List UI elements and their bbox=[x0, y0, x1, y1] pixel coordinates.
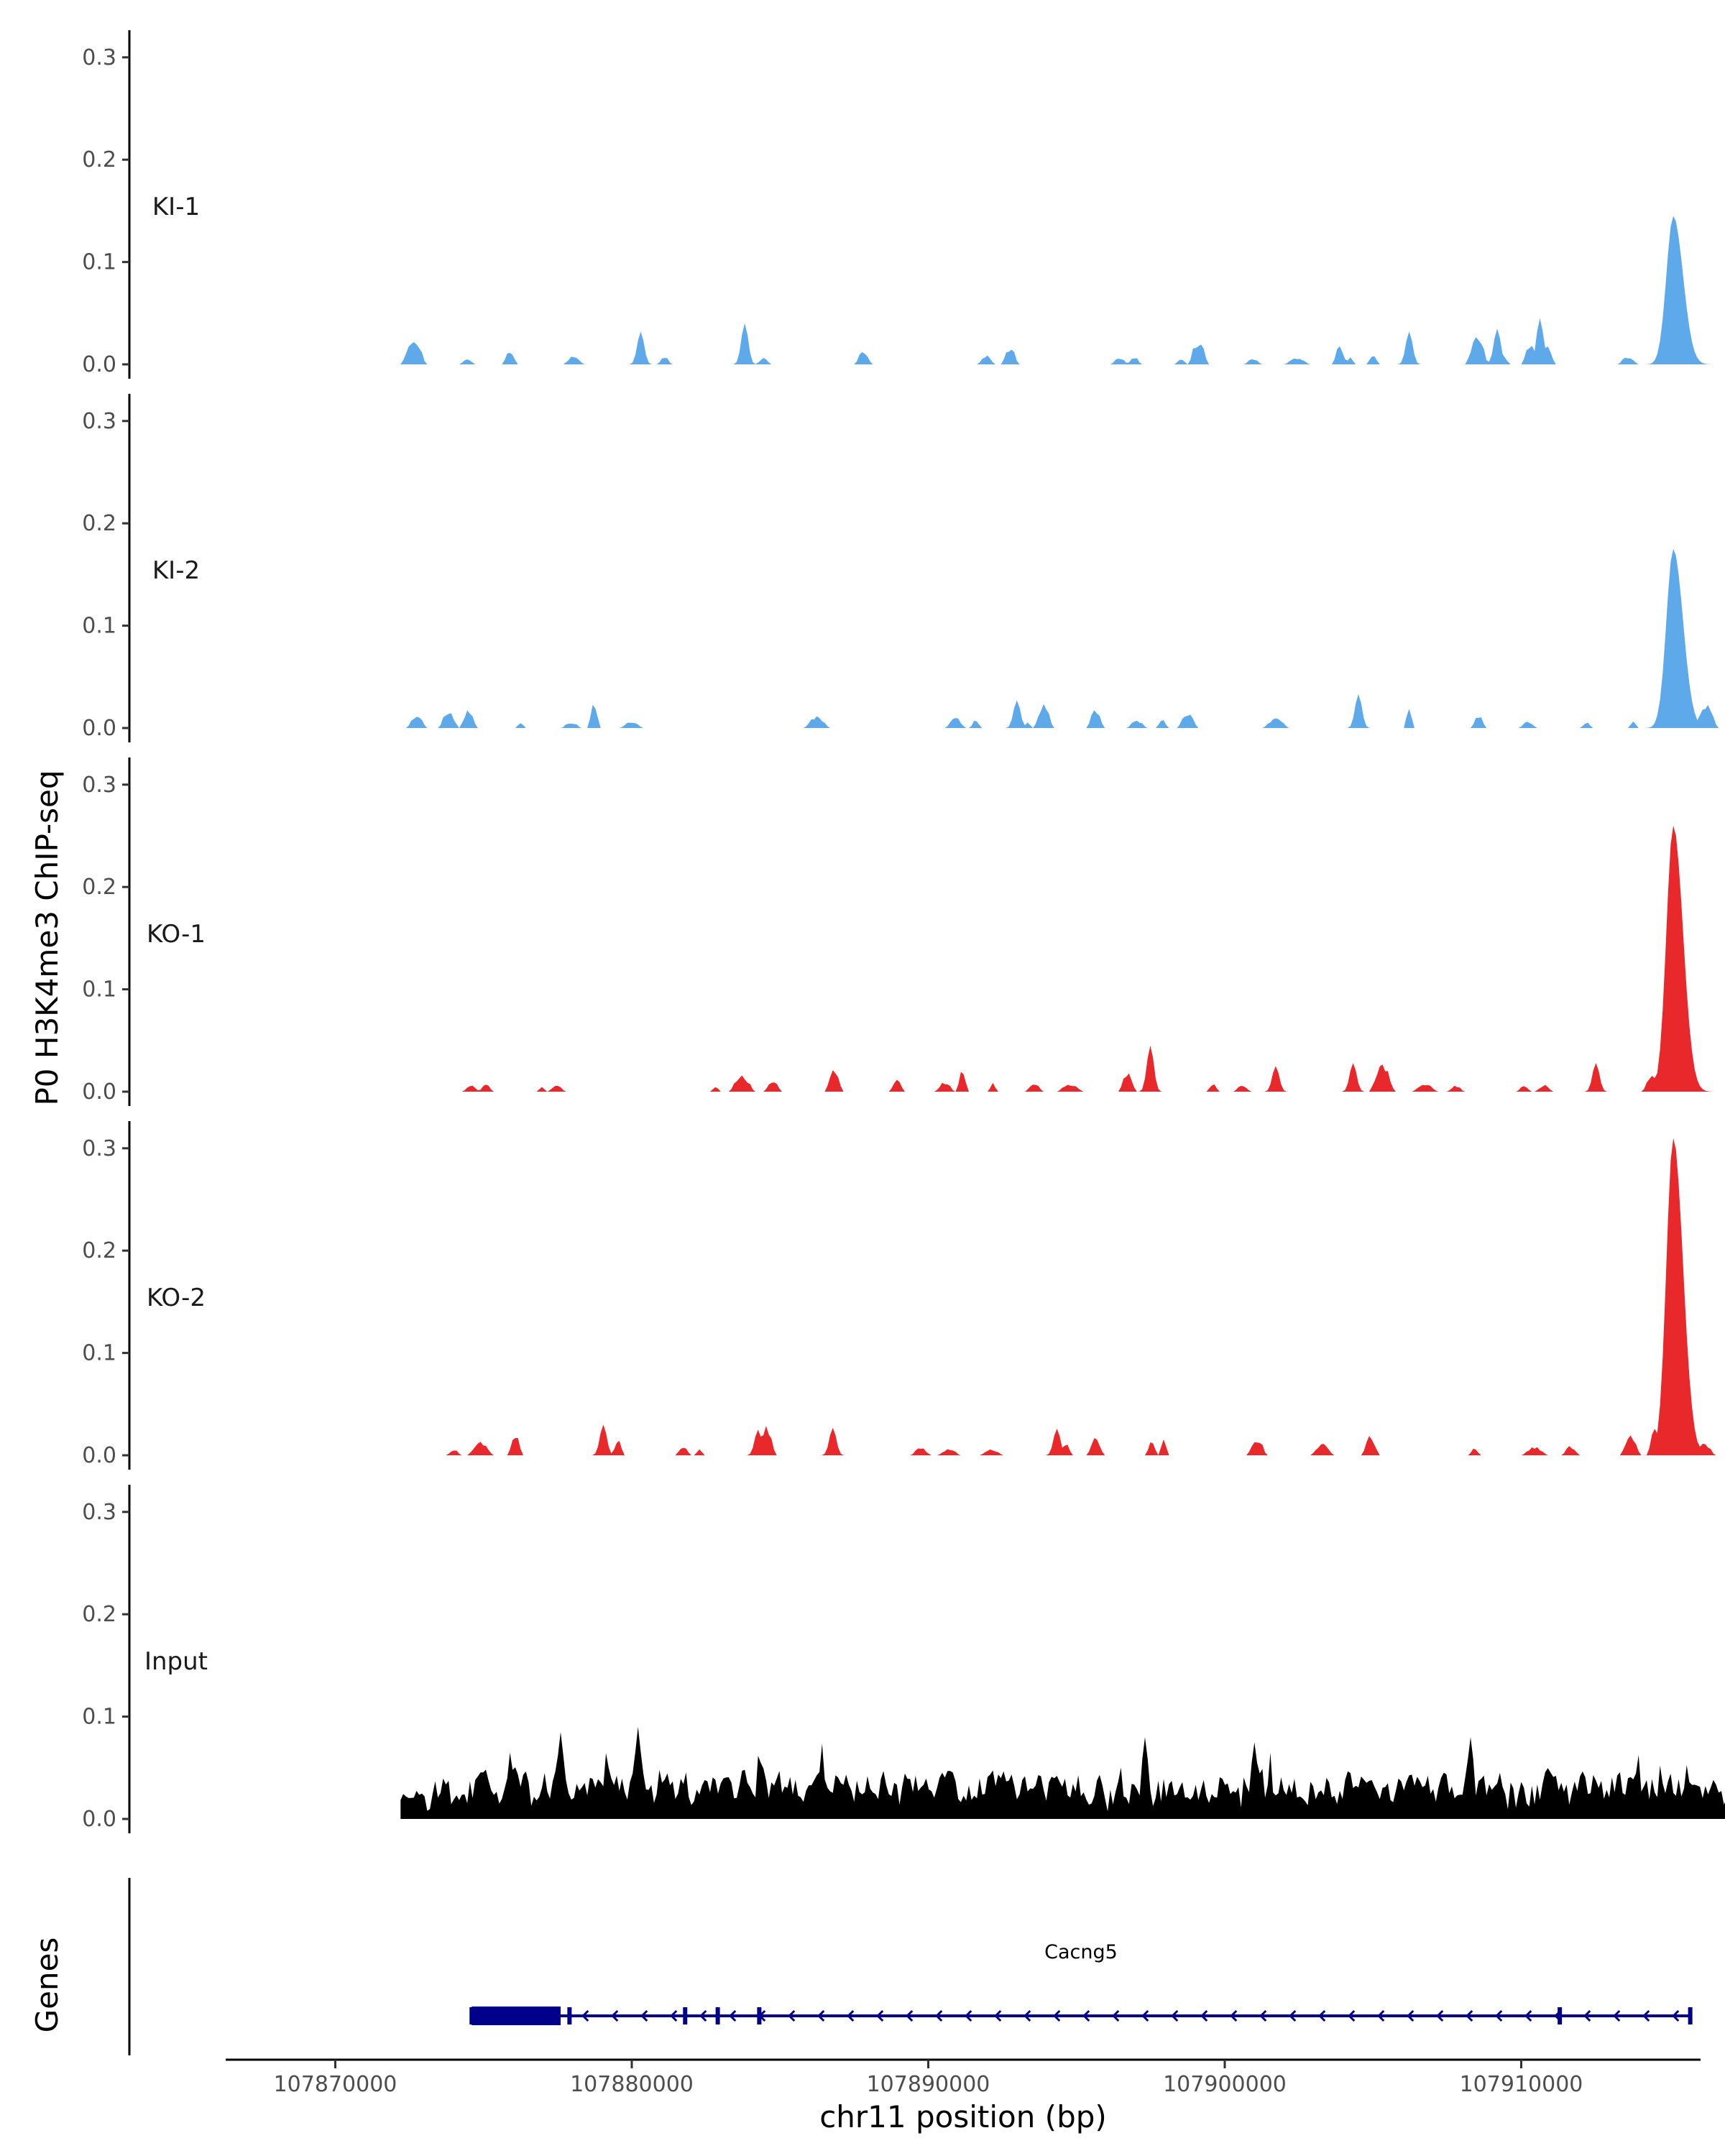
x-tick-label: 107890000 bbox=[867, 2072, 990, 2097]
strand-arrow bbox=[1141, 2009, 1149, 2022]
track-label: KI-1 bbox=[152, 193, 200, 221]
track-ki-1: 0.0 0.1 0.2 0.3 KI-1 bbox=[82, 30, 1725, 379]
strand-arrow bbox=[1613, 2009, 1621, 2022]
x-tick-label: 107910000 bbox=[1460, 2072, 1583, 2097]
strand-arrow bbox=[640, 2009, 648, 2022]
x-axis-title: chr11 position (bp) bbox=[819, 2099, 1107, 2134]
x-tick-label: 107880000 bbox=[570, 2072, 694, 2097]
y-tick-label: 0.2 bbox=[82, 875, 116, 900]
signal-tracks: 0.00.10.20.3KI-10.00.10.20.3KI-20.00.10.… bbox=[82, 30, 1725, 1833]
y-axis-title: P0 H3K4me3 ChIP-seq bbox=[29, 770, 65, 1105]
y-tick-label: 0.1 bbox=[82, 977, 116, 1003]
strand-arrow bbox=[1200, 2009, 1208, 2022]
strand-arrow bbox=[906, 2009, 914, 2022]
track-label: KO-1 bbox=[147, 920, 206, 949]
strand-arrow bbox=[1112, 2009, 1120, 2022]
strand-arrow bbox=[1053, 2009, 1061, 2022]
y-tick-label: 0.0 bbox=[82, 1443, 116, 1468]
track-ko-2: 0.0 0.1 0.2 0.3 KO-2 bbox=[82, 1121, 1725, 1470]
y-tick-label: 0.0 bbox=[82, 716, 116, 741]
strand-arrow bbox=[1259, 2009, 1267, 2022]
y-tick-label: 0.3 bbox=[82, 1500, 116, 1525]
gene-exon bbox=[472, 2007, 561, 2025]
signal-area bbox=[400, 1726, 1725, 1819]
strand-arrow bbox=[1554, 2009, 1562, 2022]
gene-name-label: Cacng5 bbox=[1044, 1941, 1118, 1963]
strand-arrow bbox=[699, 2009, 707, 2022]
gene-exon bbox=[567, 2007, 572, 2024]
strand-arrow bbox=[1495, 2009, 1503, 2022]
strand-arrow bbox=[788, 2009, 796, 2022]
strand-arrow bbox=[1466, 2009, 1473, 2022]
y-tick-label: 0.1 bbox=[82, 1705, 116, 1730]
signal-area bbox=[400, 825, 1725, 1092]
y-tick-label: 0.1 bbox=[82, 614, 116, 639]
y-tick-label: 0.1 bbox=[82, 250, 116, 275]
strand-arrow bbox=[1583, 2009, 1591, 2022]
gene-exon bbox=[715, 2007, 720, 2024]
x-tick-label: 107900000 bbox=[1163, 2072, 1287, 2097]
track-label: KO-2 bbox=[147, 1284, 206, 1312]
strand-arrow bbox=[1230, 2009, 1238, 2022]
strand-arrow bbox=[1024, 2009, 1031, 2022]
y-tick-label: 0.0 bbox=[82, 352, 116, 377]
y-tick-label: 0.2 bbox=[82, 147, 116, 172]
strand-arrow bbox=[1348, 2009, 1356, 2022]
strand-arrow bbox=[1642, 2009, 1650, 2022]
strand-arrow bbox=[611, 2009, 619, 2022]
strand-arrow bbox=[965, 2009, 972, 2022]
gene-exon bbox=[683, 2007, 688, 2024]
gene-exon bbox=[469, 2007, 474, 2024]
strand-arrow bbox=[1171, 2009, 1179, 2022]
y-tick-label: 0.2 bbox=[82, 1602, 116, 1627]
signal-area bbox=[400, 216, 1725, 364]
strand-arrow bbox=[847, 2009, 855, 2022]
signal-area bbox=[400, 1138, 1725, 1455]
y-tick-label: 0.2 bbox=[82, 1238, 116, 1263]
y-tick-label: 0.1 bbox=[82, 1341, 116, 1366]
strand-arrow bbox=[817, 2009, 825, 2022]
strand-arrow bbox=[1407, 2009, 1414, 2022]
gene-exon bbox=[1688, 2007, 1693, 2024]
strand-arrow bbox=[729, 2009, 737, 2022]
strand-arrow bbox=[1082, 2009, 1090, 2022]
track-ki-2: 0.0 0.1 0.2 0.3 KI-2 bbox=[82, 394, 1725, 742]
y-tick-label: 0.3 bbox=[82, 1136, 116, 1161]
x-tick-label: 107870000 bbox=[274, 2072, 397, 2097]
strand-arrow bbox=[876, 2009, 884, 2022]
y-tick-label: 0.3 bbox=[82, 773, 116, 798]
strand-arrow bbox=[581, 2009, 589, 2022]
track-label: KI-2 bbox=[152, 556, 200, 585]
strand-arrow bbox=[1672, 2009, 1680, 2022]
strand-arrow bbox=[1318, 2009, 1326, 2022]
gene-exon bbox=[1558, 2007, 1563, 2024]
strand-arrow bbox=[1377, 2009, 1385, 2022]
y-tick-label: 0.0 bbox=[82, 1079, 116, 1105]
genes-track-title: Genes bbox=[29, 1938, 65, 2033]
strand-arrow bbox=[935, 2009, 943, 2022]
track-input: 0.0 0.1 0.2 0.3 Input bbox=[82, 1485, 1725, 1833]
strand-arrow bbox=[994, 2009, 1002, 2022]
strand-arrow bbox=[1436, 2009, 1444, 2022]
y-tick-label: 0.2 bbox=[82, 511, 116, 536]
strand-arrow bbox=[758, 2009, 766, 2022]
signal-area bbox=[400, 548, 1725, 728]
genes-track: Cacng5 bbox=[128, 1878, 1693, 2055]
x-axis: 107870000 107880000 107890000 107900000 1079… bbox=[226, 2058, 1701, 2097]
strand-arrow bbox=[670, 2009, 678, 2022]
track-label: Input bbox=[144, 1647, 208, 1676]
strand-arrow bbox=[1289, 2009, 1297, 2022]
y-tick-label: 0.3 bbox=[82, 45, 116, 70]
y-tick-label: 0.3 bbox=[82, 409, 116, 434]
track-ko-1: 0.0 0.1 0.2 0.3 KO-1 bbox=[82, 757, 1725, 1106]
y-tick-label: 0.0 bbox=[82, 1807, 116, 1832]
strand-arrow bbox=[1524, 2009, 1532, 2022]
